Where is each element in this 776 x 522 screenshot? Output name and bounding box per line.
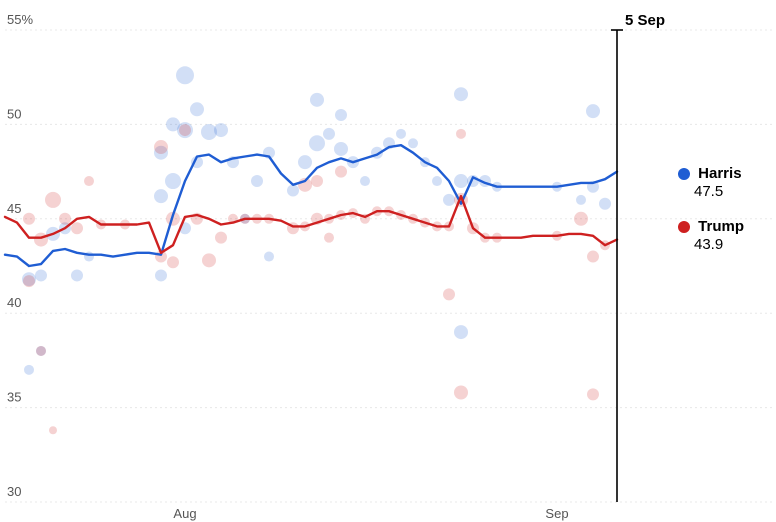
legend-label-trump: Trump (698, 218, 744, 235)
legend-entry-trump: Trump 43.9 (678, 218, 744, 254)
legend-dot-trump (678, 221, 690, 233)
legend-value-trump: 43.9 (694, 236, 723, 253)
svg-text:40: 40 (7, 295, 21, 310)
poll-average-chart: 30 35 40 45 50 55% Aug Sep 5 Sep Harris 47.5 Tr… (0, 0, 776, 522)
svg-text:50: 50 (7, 106, 21, 121)
svg-text:45: 45 (7, 201, 21, 216)
chart-svg: 30 35 40 45 50 55% Aug Sep (0, 0, 776, 522)
legend-label-harris: Harris (698, 165, 741, 182)
svg-text:35: 35 (7, 390, 21, 405)
legend-value-harris: 47.5 (694, 183, 723, 200)
legend-entry-harris: Harris 47.5 (678, 165, 742, 201)
svg-text:Aug: Aug (173, 506, 196, 521)
marker-date-label: 5 Sep (625, 12, 665, 29)
svg-text:30: 30 (7, 484, 21, 499)
svg-text:55%: 55% (7, 12, 33, 27)
legend-dot-harris (678, 168, 690, 180)
svg-text:Sep: Sep (545, 506, 568, 521)
